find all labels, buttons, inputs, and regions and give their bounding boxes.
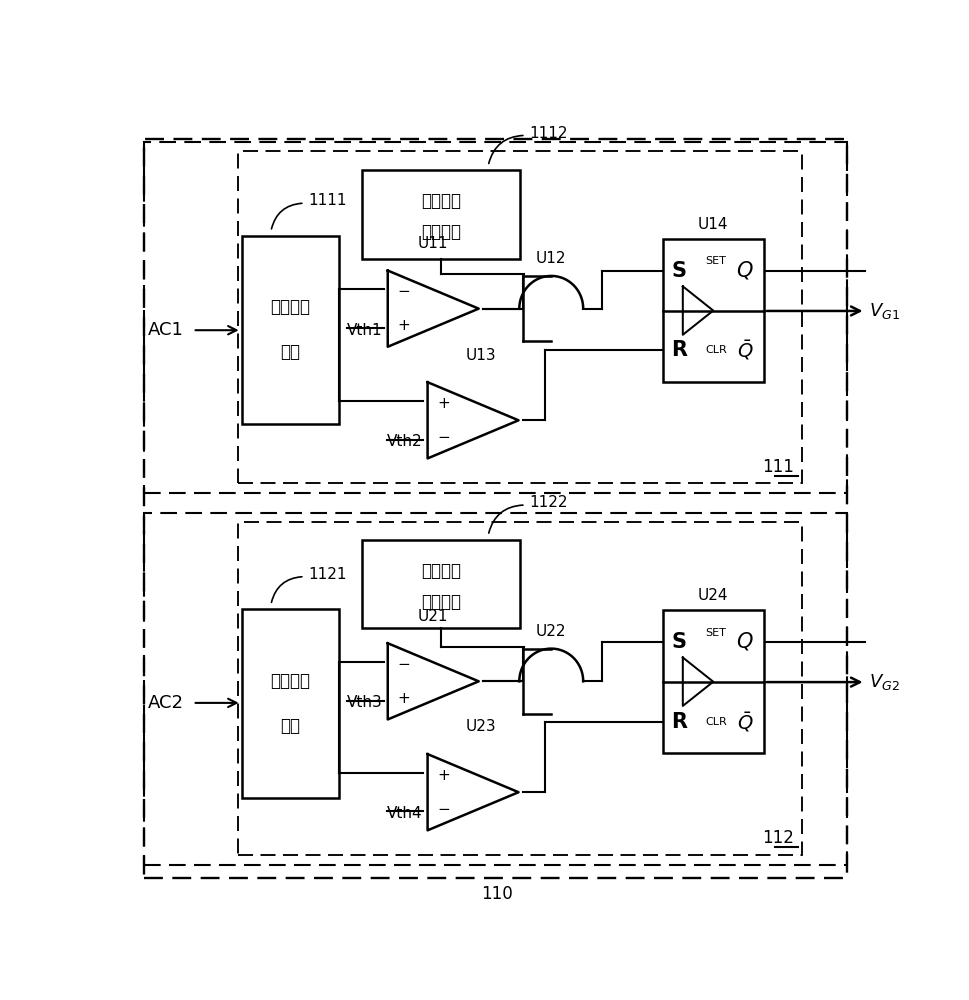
Text: 111: 111 (762, 458, 794, 476)
Text: 第二采样: 第二采样 (270, 672, 310, 690)
Text: U11: U11 (418, 236, 448, 251)
Text: S: S (671, 261, 686, 281)
Text: 1122: 1122 (529, 495, 568, 510)
Bar (237, 151, 800, 483)
Text: 产生电路: 产生电路 (421, 593, 460, 611)
Text: −: − (437, 430, 450, 445)
Bar (361, 540, 519, 628)
Bar (662, 239, 764, 382)
Text: 死区时间: 死区时间 (421, 562, 460, 580)
Text: U14: U14 (698, 217, 728, 232)
Text: R: R (671, 712, 687, 732)
Text: R: R (671, 340, 687, 360)
Text: Q: Q (735, 632, 752, 652)
Text: S: S (671, 632, 686, 652)
Text: 电路: 电路 (280, 717, 300, 735)
Text: $V_{G1}$: $V_{G1}$ (868, 301, 899, 321)
Text: Vth4: Vth4 (387, 806, 422, 821)
Text: 第一采样: 第一采样 (270, 298, 310, 316)
Text: Vth2: Vth2 (387, 434, 422, 449)
Text: 1112: 1112 (529, 126, 568, 141)
Text: +: + (397, 691, 410, 706)
Bar (143, 142, 846, 493)
Text: −: − (437, 802, 450, 817)
Text: $V_{G2}$: $V_{G2}$ (868, 672, 899, 692)
Bar (662, 610, 764, 753)
Text: +: + (437, 768, 450, 783)
Text: +: + (437, 396, 450, 411)
Text: SET: SET (704, 628, 725, 638)
Text: 电路: 电路 (280, 343, 300, 361)
Text: 死区时间: 死区时间 (421, 192, 460, 210)
Text: −: − (397, 284, 410, 299)
Text: Q: Q (735, 261, 752, 281)
Text: Vth1: Vth1 (346, 323, 382, 338)
Text: 112: 112 (762, 829, 794, 847)
Bar (361, 170, 519, 259)
Text: AC1: AC1 (147, 321, 183, 339)
Text: AC2: AC2 (147, 694, 183, 712)
Text: U22: U22 (536, 624, 566, 639)
Text: U23: U23 (465, 719, 495, 734)
Text: 产生电路: 产生电路 (421, 223, 460, 241)
Text: U13: U13 (465, 348, 495, 363)
Text: −: − (397, 657, 410, 672)
Text: $\bar{Q}$: $\bar{Q}$ (735, 710, 752, 734)
Text: 110: 110 (481, 885, 513, 903)
Bar (143, 513, 846, 865)
Text: CLR: CLR (704, 717, 726, 727)
Text: U12: U12 (536, 251, 566, 266)
Bar (237, 522, 800, 855)
Text: U21: U21 (418, 609, 448, 624)
Text: SET: SET (704, 256, 725, 266)
Text: 1111: 1111 (308, 193, 347, 208)
Text: CLR: CLR (704, 345, 726, 355)
Text: +: + (397, 318, 410, 333)
Text: Vth3: Vth3 (346, 695, 382, 710)
Text: U24: U24 (698, 588, 728, 603)
Text: 1121: 1121 (308, 567, 347, 582)
Bar (241, 236, 339, 424)
Text: $\bar{Q}$: $\bar{Q}$ (735, 338, 752, 362)
Bar (241, 609, 339, 798)
